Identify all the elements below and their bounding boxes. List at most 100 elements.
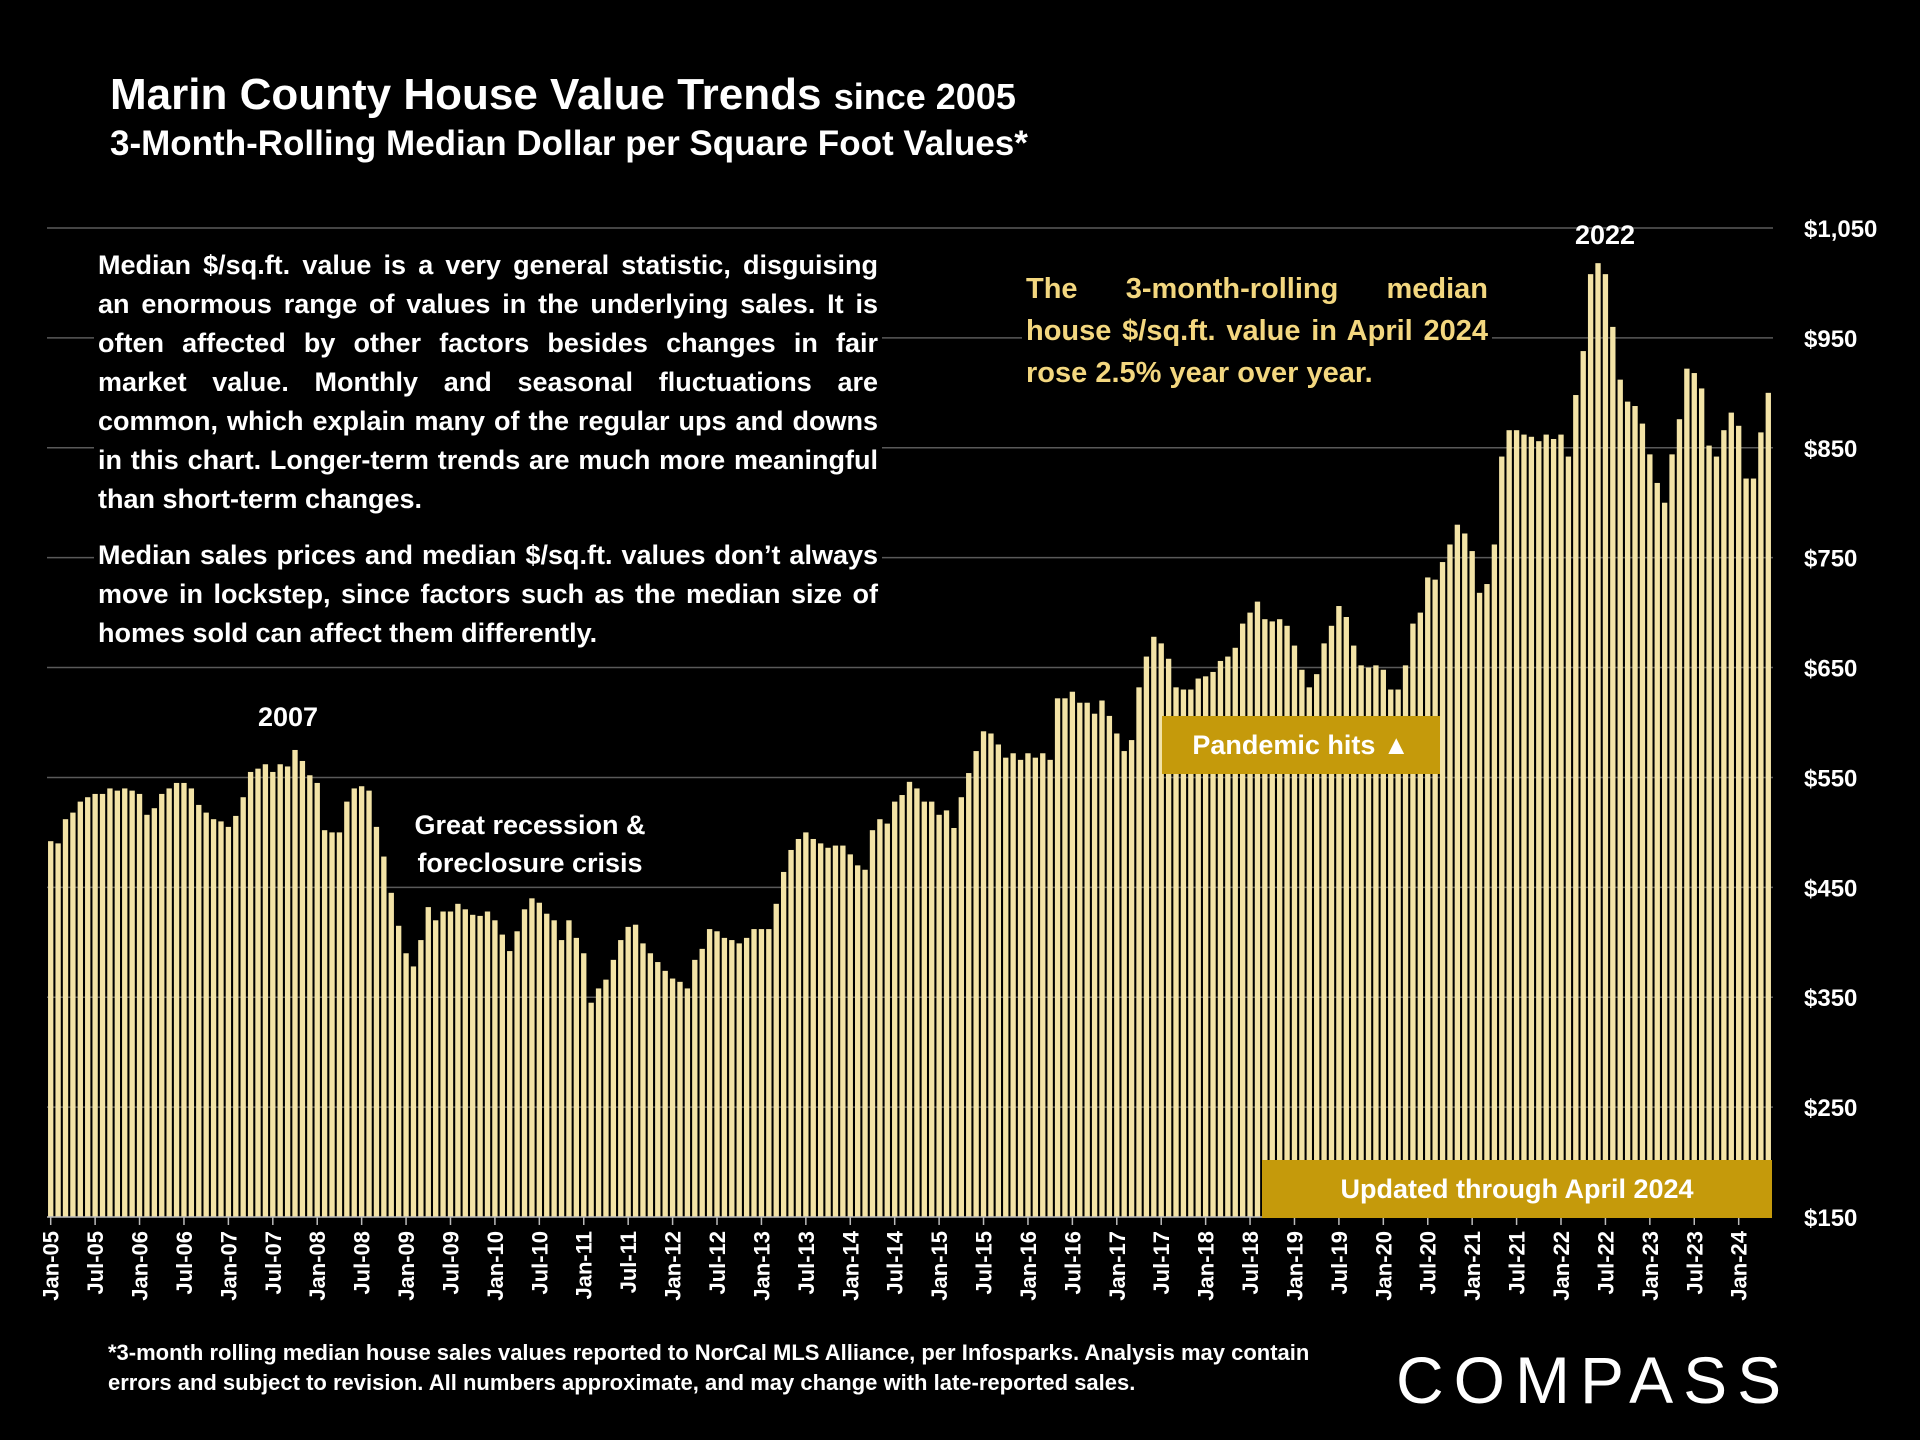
bar — [447, 911, 454, 1217]
y-tick-label: $550 — [1804, 765, 1857, 792]
bar — [632, 924, 639, 1217]
bar — [344, 801, 350, 1217]
bar — [1143, 656, 1150, 1217]
x-tick-label: Jan-17 — [1105, 1231, 1130, 1301]
bar — [1758, 432, 1764, 1217]
bar — [351, 788, 357, 1217]
bar — [521, 909, 528, 1217]
bar — [270, 771, 276, 1217]
bar — [255, 768, 261, 1217]
bar — [951, 827, 957, 1217]
bar — [581, 953, 587, 1217]
bar — [899, 795, 905, 1217]
bar — [1454, 524, 1461, 1217]
bar — [1425, 577, 1431, 1217]
bar — [803, 832, 809, 1217]
x-tick-label: Jan-16 — [1016, 1231, 1041, 1301]
x-tick-label: Jul-21 — [1505, 1231, 1530, 1295]
x-tick-label: Jan-19 — [1282, 1231, 1307, 1301]
bar — [1128, 740, 1135, 1217]
bar — [1632, 406, 1638, 1217]
bar — [484, 911, 491, 1217]
bar — [151, 808, 158, 1217]
bar — [1750, 478, 1757, 1217]
bar — [314, 782, 320, 1217]
bar — [929, 801, 935, 1217]
bar — [284, 766, 291, 1217]
bar — [1017, 759, 1024, 1217]
bar — [1736, 425, 1742, 1217]
bar — [321, 830, 328, 1217]
x-tick-label: Jul-17 — [1149, 1231, 1174, 1295]
x-tick-label: Jul-09 — [438, 1231, 463, 1295]
bar — [210, 819, 217, 1217]
bar — [1565, 456, 1572, 1217]
bar — [1328, 625, 1335, 1217]
bar — [144, 814, 150, 1217]
x-tick-label: Jul-15 — [972, 1231, 997, 1295]
bar — [440, 911, 446, 1217]
bar — [973, 751, 979, 1217]
bar — [292, 749, 298, 1217]
bar — [336, 832, 343, 1217]
footnote: *3-month rolling median house sales valu… — [108, 1340, 1310, 1395]
bar — [758, 929, 765, 1217]
bar — [1299, 669, 1305, 1217]
x-tick-label: Jan-13 — [749, 1231, 774, 1301]
x-tick-label: Jul-23 — [1682, 1231, 1707, 1295]
y-tick-label: $650 — [1804, 656, 1857, 683]
x-tick-label: Jan-21 — [1460, 1231, 1485, 1301]
bar — [825, 847, 831, 1217]
bar — [721, 937, 728, 1217]
bar — [329, 832, 335, 1217]
bar — [1521, 434, 1527, 1218]
bar — [1536, 441, 1542, 1217]
bar — [892, 801, 898, 1217]
bar — [1595, 263, 1601, 1217]
y-tick-label: $150 — [1804, 1205, 1857, 1232]
bar — [433, 920, 439, 1217]
bar — [277, 764, 283, 1217]
bar — [558, 940, 565, 1217]
bar — [77, 801, 83, 1217]
bar — [1706, 445, 1712, 1218]
pandemic-badge: Pandemic hits ▲ — [1162, 716, 1440, 774]
bar — [1262, 619, 1268, 1217]
explanation-paragraph-2: Median sales prices and median $/sq.ft. … — [94, 536, 882, 653]
y-tick-label: $750 — [1804, 546, 1857, 573]
x-tick-label: Jul-18 — [1238, 1231, 1263, 1295]
x-tick-label: Jan-20 — [1371, 1231, 1396, 1301]
bar — [884, 823, 890, 1217]
bar — [780, 871, 787, 1217]
bar — [181, 782, 187, 1217]
bar — [529, 898, 535, 1217]
bar — [373, 826, 380, 1217]
bar — [136, 793, 143, 1217]
bar — [810, 838, 816, 1217]
bar — [840, 845, 846, 1217]
bar — [62, 819, 69, 1217]
bar — [943, 810, 950, 1217]
bar — [1121, 751, 1127, 1217]
x-tick-label: Jul-20 — [1416, 1231, 1441, 1295]
annotation-2022: 2022 — [1575, 220, 1635, 250]
bar — [1410, 623, 1416, 1217]
y-tick-label: $850 — [1804, 436, 1857, 463]
bar — [307, 775, 313, 1217]
bar — [1447, 544, 1453, 1217]
bar — [1254, 601, 1261, 1217]
bar — [699, 948, 705, 1217]
bar — [388, 892, 394, 1217]
x-tick-label: Jul-13 — [794, 1231, 819, 1295]
bar — [1106, 715, 1113, 1217]
bar — [1365, 667, 1372, 1217]
x-tick-label: Jul-06 — [172, 1231, 197, 1295]
bar — [1151, 636, 1157, 1217]
annotation-recession-line2: foreclosure crisis — [417, 848, 642, 878]
bar — [795, 838, 802, 1217]
bar — [1084, 702, 1090, 1217]
y-tick-label: $250 — [1804, 1095, 1857, 1122]
bar — [692, 959, 698, 1217]
bar — [706, 929, 713, 1217]
